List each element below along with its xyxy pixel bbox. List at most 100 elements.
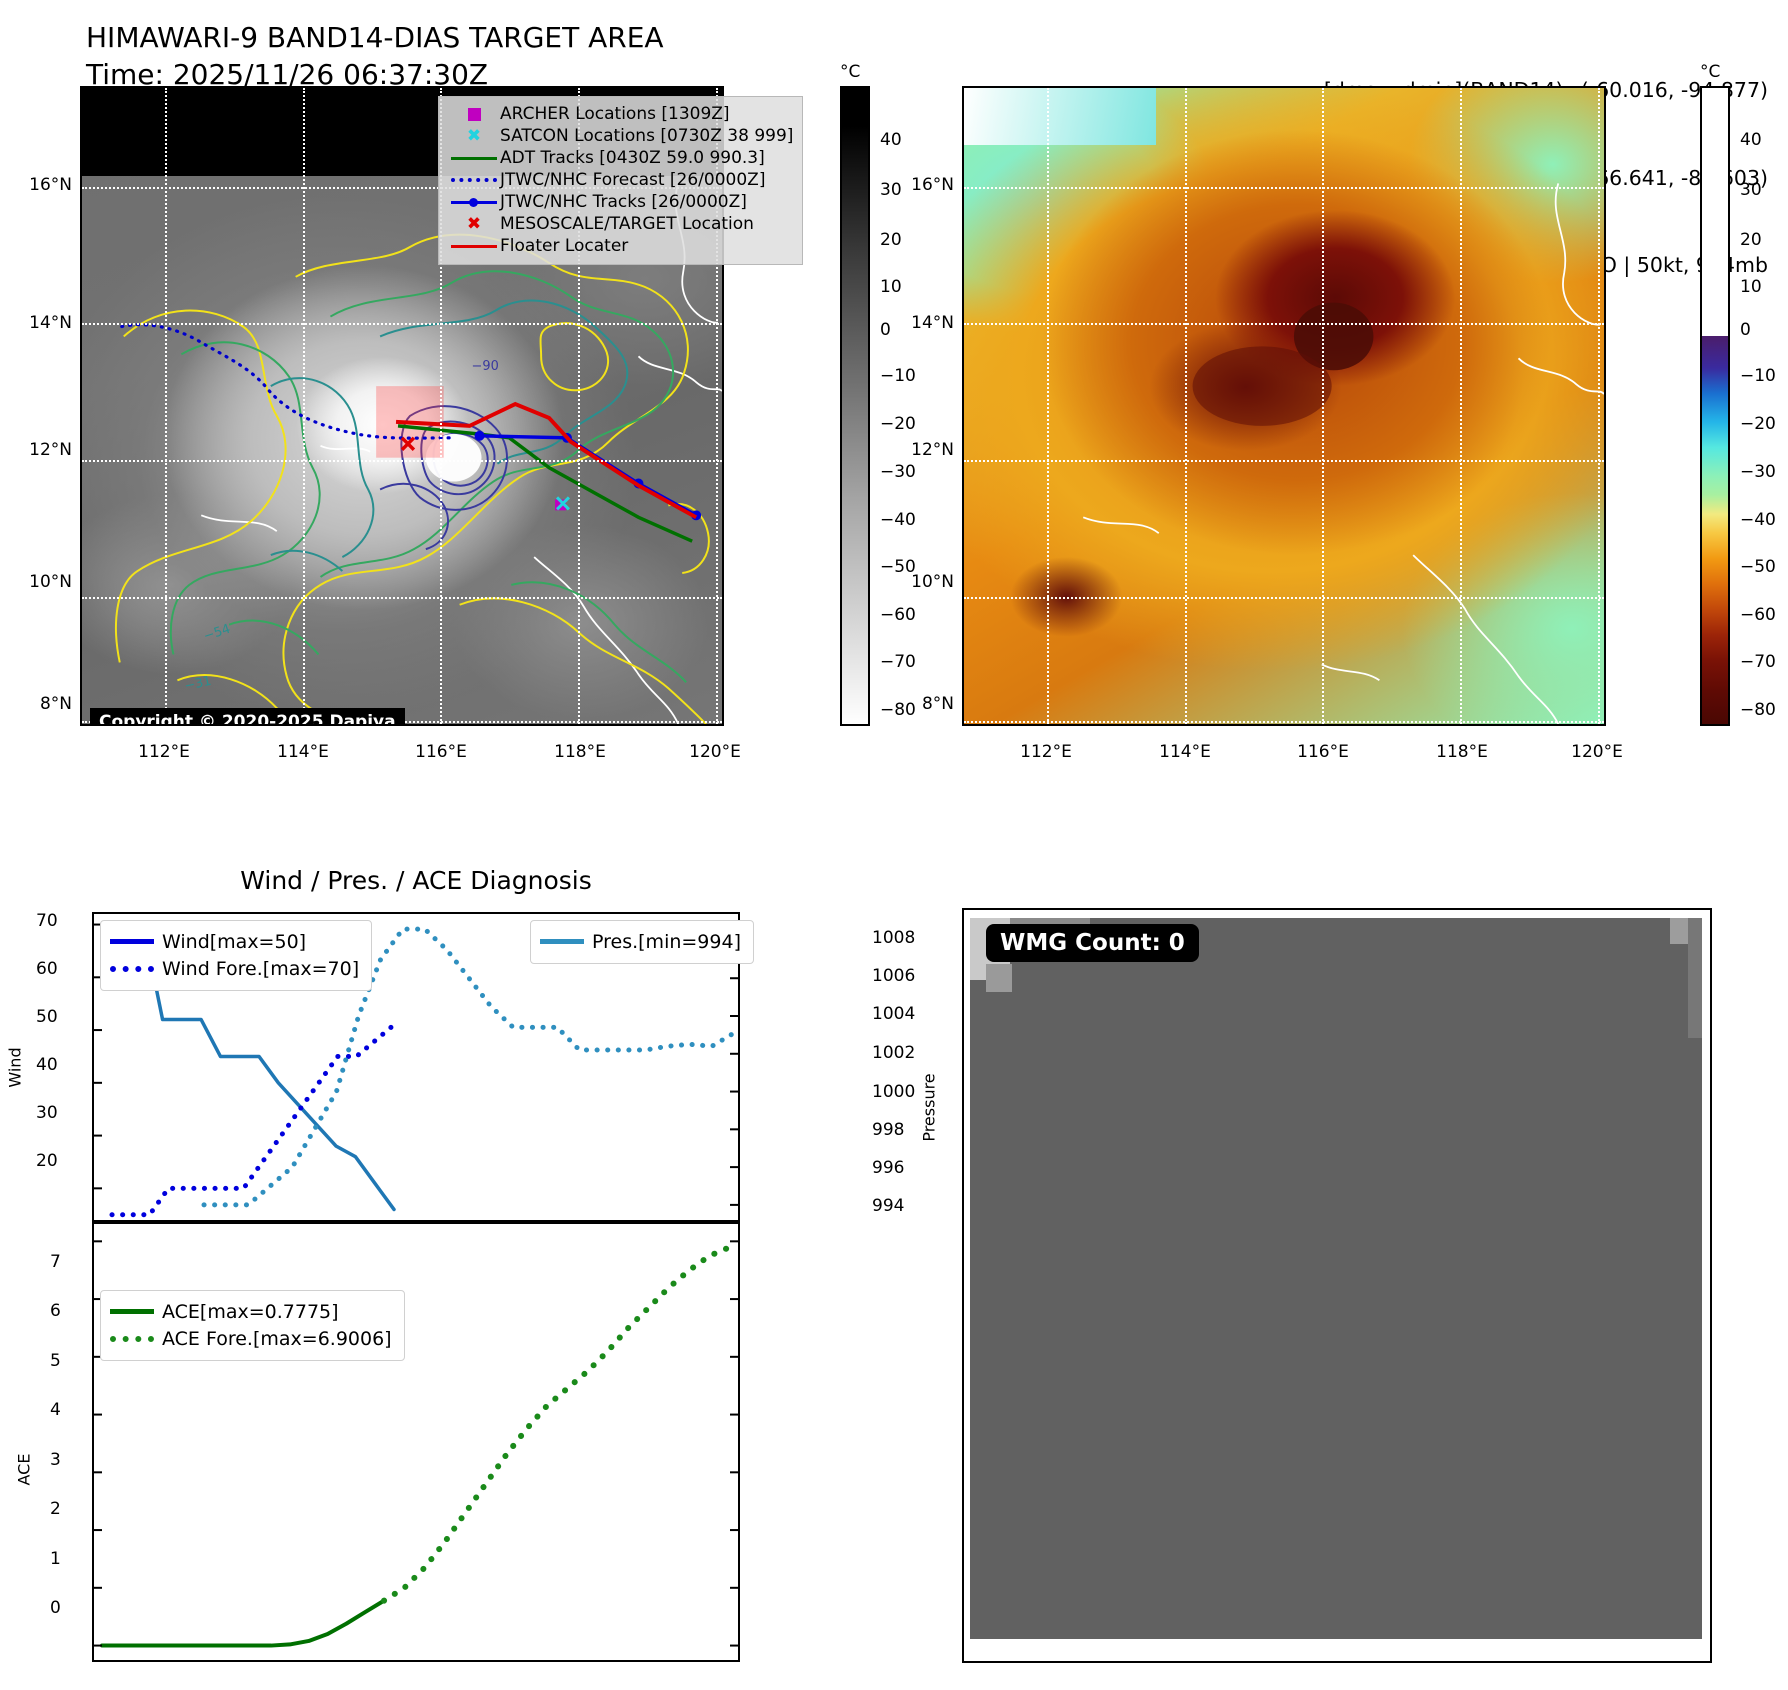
ir-lon-tick-116E: 116°E [415,742,467,762]
copyright-badge: Copyright © 2020-2025 Dapiya [90,708,405,724]
legend-label: Floater Locater [500,235,629,256]
awv-lon-tick-114E: 114°E [1159,742,1211,762]
wind-ytick: 70 [36,911,58,931]
legend-item-floater[interactable]: Floater Locater [448,235,793,257]
pressure-ytick: 996 [872,1158,905,1178]
ir-colorbar [840,86,870,726]
awv-cold-corner [964,88,1156,146]
pressure-ytick: 994 [872,1196,905,1216]
ace-ytick: 0 [50,1598,61,1618]
svg-text:−54: −54 [202,622,233,645]
green-dotted-line-icon [110,1335,162,1342]
green-solid-line-icon [110,1309,162,1314]
svg-text:−90: −90 [472,359,499,374]
legend-label: MESOSCALE/TARGET Location [500,213,754,234]
ir-lon-tick-112E: 112°E [138,742,190,762]
legend-label: ADT Tracks [0430Z 59.0 990.3] [500,147,765,168]
wmg-image-area [970,918,1702,1639]
ir-cbar-tick: 40 [880,130,902,150]
ace-axis-label: ACE [14,1453,34,1486]
diagnosis-chart-title: Wind / Pres. / ACE Diagnosis [240,866,592,895]
ace-ytick: 7 [50,1252,61,1272]
ir-cbar-tick: −70 [880,652,916,672]
awv-satellite-map[interactable] [962,86,1606,726]
ir-satellite-map[interactable]: −54 −31 −64 −64 −90 [80,86,724,726]
ir-cbar-tick: −60 [880,605,916,625]
legend-item-wind-forecast[interactable]: Wind Fore.[max=70] [110,955,359,982]
pressure-ytick: 1004 [872,1004,916,1024]
wind-chart-legend: Wind[max=50] Wind Fore.[max=70] [100,920,373,991]
awv-cbar-tick: −80 [1740,700,1776,720]
legend-label: ARCHER Locations [1309Z] [500,103,730,124]
blue-dotted-line-icon [448,178,500,182]
awv-coastline-overlay [1082,183,1604,724]
red-x-marker-icon: ✖ [466,213,482,234]
awv-cbar-tick: 0 [1740,320,1751,340]
ir-cbar-tick: −30 [880,462,916,482]
awv-cbar-tick: −10 [1740,366,1776,386]
ir-cbar-tick: −10 [880,366,916,386]
ir-lon-tick-118E: 118°E [554,742,606,762]
ir-lat-tick-10N: 10°N [29,572,72,592]
awv-lat-tick-14N: 14°N [911,313,954,333]
legend-item-satcon[interactable]: ✖ SATCON Locations [0730Z 38 999] [448,125,794,147]
ir-lat-tick-8N: 8°N [39,694,72,714]
awv-lat-tick-12N: 12°N [911,440,954,460]
green-line-icon [448,156,500,160]
legend-label: ACE Fore.[max=6.9006] [162,1327,392,1350]
ace-ytick: 5 [50,1351,61,1371]
legend-item-ace[interactable]: ACE[max=0.7775] [110,1298,392,1325]
wind-pressure-plot [94,922,738,1218]
ir-cbar-tick: 10 [880,277,902,297]
wmg-artifact [1688,918,1702,1038]
awv-lat-tick-16N: 16°N [911,175,954,195]
ace-ytick: 1 [50,1549,61,1569]
awv-lat-tick-10N: 10°N [911,572,954,592]
awv-colorbar [1700,86,1730,726]
ir-cbar-tick: −20 [880,414,916,434]
wind-axis-label: Wind [5,1047,25,1088]
blue-marker-line-icon [448,197,500,207]
legend-item-jtwc-tracks[interactable]: JTWC/NHC Tracks [26/0000Z] [448,191,793,213]
legend-item-mesoscale[interactable]: ✖ MESOSCALE/TARGET Location [448,213,793,235]
awv-cbar-tick: 30 [1740,180,1762,200]
wind-ytick: 30 [36,1103,58,1123]
legend-label: JTWC/NHC Tracks [26/0000Z] [500,191,747,212]
awv-cbar-tick: −70 [1740,652,1776,672]
pressure-ytick: 1002 [872,1043,916,1063]
legend-item-wind[interactable]: Wind[max=50] [110,928,359,955]
awv-cbar-tick: −30 [1740,462,1776,482]
ir-lat-tick-14N: 14°N [29,313,72,333]
ir-cbar-tick: 20 [880,230,902,250]
wmg-artifact [1010,918,1090,928]
ir-lon-tick-114E: 114°E [277,742,329,762]
ace-ytick: 3 [50,1450,61,1470]
wind-ytick: 20 [36,1151,58,1171]
awv-cbar-tick: −60 [1740,605,1776,625]
legend-label: Wind Fore.[max=70] [162,957,360,980]
ir-time-line: Time: 2025/11/26 06:37:30Z [86,57,489,91]
legend-label: SATCON Locations [0730Z 38 999] [500,125,794,146]
blue-dotted-line-icon [110,965,162,972]
ace-chart-legend: ACE[max=0.7775] ACE Fore.[max=6.9006] [100,1290,405,1361]
legend-item-ace-forecast[interactable]: ACE Fore.[max=6.9006] [110,1325,392,1352]
legend-label: Pres.[min=994] [592,930,741,953]
ir-lat-tick-16N: 16°N [29,175,72,195]
ace-plot [94,1240,738,1648]
legend-item-adt[interactable]: ADT Tracks [0430Z 59.0 990.3] [448,147,793,169]
legend-item-pressure[interactable]: Pres.[min=994] [540,928,741,955]
pressure-ytick: 998 [872,1120,905,1140]
awv-lon-tick-118E: 118°E [1436,742,1488,762]
legend-item-jtwc-forecast[interactable]: JTWC/NHC Forecast [26/0000Z] [448,169,793,191]
ir-colorbar-unit: °C [840,62,861,82]
wmg-panel[interactable]: WMG Count: 0 [962,908,1712,1663]
ir-cbar-tick: 30 [880,180,902,200]
legend-item-archer[interactable]: ARCHER Locations [1309Z] [448,103,793,125]
ace-chart[interactable] [92,1222,740,1662]
ir-title-line: HIMAWARI-9 BAND14-DIAS TARGET AREA [86,21,664,54]
wind-ytick: 60 [36,959,58,979]
pressure-axis-label: Pressure [919,1073,939,1142]
ir-cbar-tick: −80 [880,700,916,720]
awv-cbar-tick: 10 [1740,277,1762,297]
